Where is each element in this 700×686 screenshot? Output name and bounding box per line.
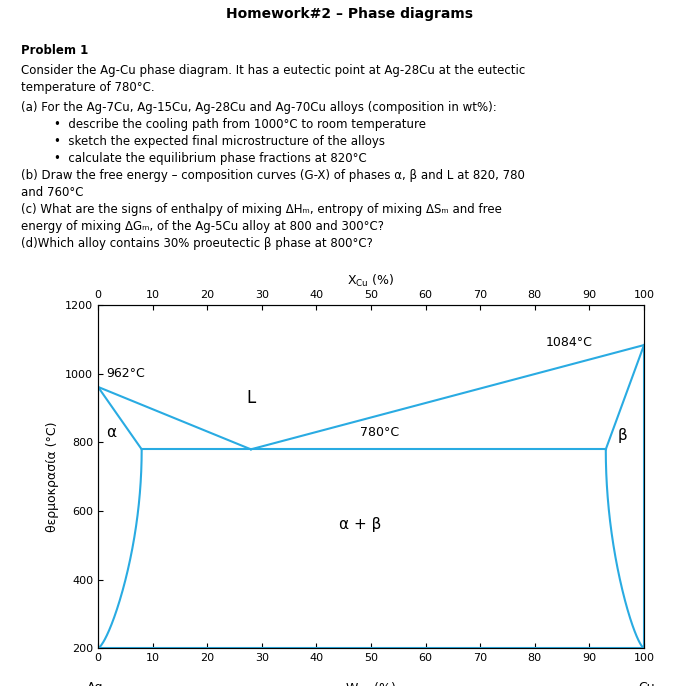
Text: (a) For the Ag-7Cu, Ag-15Cu, Ag-28Cu and Ag-70Cu alloys (composition in wt%):: (a) For the Ag-7Cu, Ag-15Cu, Ag-28Cu and… bbox=[21, 101, 496, 114]
Text: (c) What are the signs of enthalpy of mixing ΔHₘ, entropy of mixing ΔSₘ and free: (c) What are the signs of enthalpy of mi… bbox=[21, 203, 502, 216]
Text: W$_{\mathregular{Cu}}$ (%): W$_{\mathregular{Cu}}$ (%) bbox=[346, 681, 396, 686]
Text: 962°C: 962°C bbox=[106, 368, 145, 380]
Text: •  calculate the equilibrium phase fractions at 820°C: • calculate the equilibrium phase fracti… bbox=[55, 152, 367, 165]
Text: Cu: Cu bbox=[638, 681, 655, 686]
Text: temperature of 780°C.: temperature of 780°C. bbox=[21, 81, 154, 94]
Text: L: L bbox=[246, 389, 256, 407]
Text: α + β: α + β bbox=[339, 517, 382, 532]
Text: and 760°C: and 760°C bbox=[21, 186, 83, 199]
Text: •  sketch the expected final microstructure of the alloys: • sketch the expected final microstructu… bbox=[55, 135, 385, 148]
Text: Homework#2 – Phase diagrams: Homework#2 – Phase diagrams bbox=[227, 7, 473, 21]
Text: α: α bbox=[106, 425, 117, 440]
Text: 780°C: 780°C bbox=[360, 426, 399, 439]
Text: β: β bbox=[617, 428, 627, 443]
X-axis label: X$_{\mathregular{Cu}}$ (%): X$_{\mathregular{Cu}}$ (%) bbox=[347, 273, 395, 289]
Text: (b) Draw the free energy – composition curves (G-X) of phases α, β and L at 820,: (b) Draw the free energy – composition c… bbox=[21, 169, 524, 182]
Text: energy of mixing ΔGₘ, of the Ag-5Cu alloy at 800 and 300°C?: energy of mixing ΔGₘ, of the Ag-5Cu allo… bbox=[21, 220, 384, 233]
Y-axis label: θερμοκρασία (°C): θερμοκρασία (°C) bbox=[46, 421, 60, 532]
Text: 1084°C: 1084°C bbox=[546, 337, 593, 349]
Text: (d)Which alloy contains 30% proeutectic β phase at 800°C?: (d)Which alloy contains 30% proeutectic … bbox=[21, 237, 372, 250]
Text: •  describe the cooling path from 1000°C to room temperature: • describe the cooling path from 1000°C … bbox=[55, 118, 426, 131]
Text: Consider the Ag-Cu phase diagram. It has a eutectic point at Ag-28Cu at the eute: Consider the Ag-Cu phase diagram. It has… bbox=[21, 64, 525, 77]
Text: Problem 1: Problem 1 bbox=[21, 44, 88, 57]
Text: Ag: Ag bbox=[87, 681, 104, 686]
